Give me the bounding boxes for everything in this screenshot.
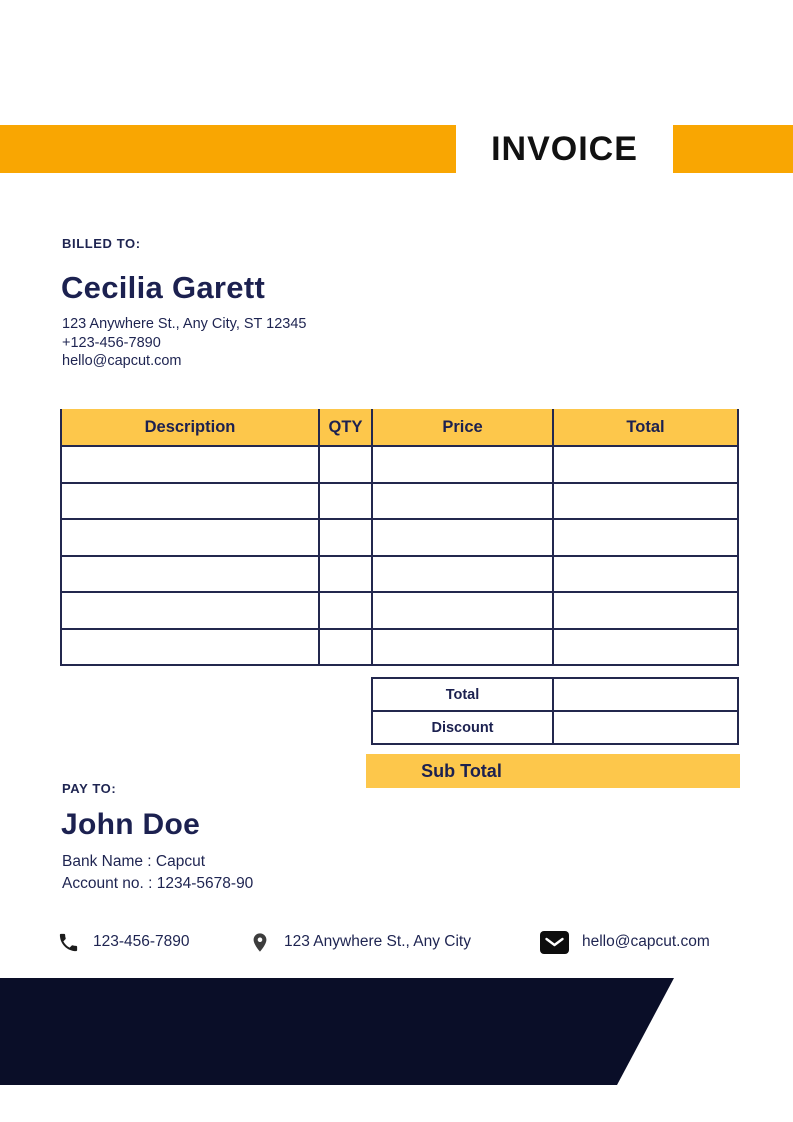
item-cell (60, 518, 320, 557)
pay-to-details: Bank Name : Capcut Account no. : 1234-56… (62, 851, 253, 895)
billed-to-address: 123 Anywhere St., Any City, ST 12345 (62, 316, 307, 332)
item-row (60, 445, 739, 484)
top-banner-right-bar (673, 125, 793, 173)
item-cell (60, 627, 320, 666)
item-cell (318, 554, 373, 593)
contact-email-group: hello@capcut.com (540, 928, 710, 956)
item-row (60, 627, 739, 666)
item-cell (318, 518, 373, 557)
col-header-price: Price (371, 409, 554, 447)
subtotal-bar: Sub Total (366, 754, 740, 788)
item-cell (318, 481, 373, 520)
col-header-description: Description (60, 409, 320, 447)
item-cell (371, 627, 554, 666)
item-cell (60, 554, 320, 593)
contact-address-text: 123 Anywhere St., Any City (284, 933, 471, 950)
discount-label: Discount (371, 710, 554, 745)
top-banner-left-bar (0, 125, 456, 173)
item-cell (318, 591, 373, 630)
pay-to-name: John Doe (61, 808, 201, 841)
item-cell (552, 554, 739, 593)
item-cell (552, 481, 739, 520)
item-cell (371, 591, 554, 630)
pay-to-bank: Bank Name : Capcut (62, 853, 206, 870)
item-cell (552, 518, 739, 557)
item-row (60, 518, 739, 557)
col-header-total: Total (552, 409, 739, 447)
items-table-header-row: Description QTY Price Total (60, 409, 739, 447)
total-value (552, 677, 739, 712)
envelope-icon (540, 930, 569, 954)
location-pin-icon (249, 930, 271, 955)
item-row (60, 481, 739, 520)
billed-to-label: BILLED TO: (62, 236, 141, 251)
billed-to-email: hello@capcut.com (62, 353, 182, 369)
item-row (60, 554, 739, 593)
item-cell (371, 481, 554, 520)
item-cell (371, 445, 554, 484)
contact-phone-text: 123-456-7890 (93, 933, 190, 950)
item-row (60, 591, 739, 630)
item-cell (60, 591, 320, 630)
bottom-slanted-bar (0, 978, 674, 1085)
phone-icon (57, 931, 80, 954)
item-cell (60, 481, 320, 520)
billed-to-details: 123 Anywhere St., Any City, ST 12345 +12… (62, 315, 307, 371)
item-cell (371, 554, 554, 593)
item-cell (552, 445, 739, 484)
pay-to-account: Account no. : 1234-5678-90 (62, 875, 254, 892)
billed-to-phone: +123-456-7890 (62, 334, 161, 351)
summary-discount-row: Discount (371, 710, 739, 745)
item-cell (318, 445, 373, 484)
item-cell (552, 591, 739, 630)
summary-total-row: Total (371, 677, 739, 712)
col-header-qty: QTY (318, 409, 373, 447)
item-cell (318, 627, 373, 666)
items-table: Description QTY Price Total (60, 409, 739, 666)
invoice-title: INVOICE (491, 129, 638, 168)
item-cell (371, 518, 554, 557)
pay-to-label: PAY TO: (62, 781, 117, 796)
item-cell (552, 627, 739, 666)
billed-to-name: Cecilia Garett (61, 270, 266, 305)
subtotal-label: Sub Total (421, 760, 502, 781)
discount-value (552, 710, 739, 745)
items-table-body (60, 445, 739, 666)
item-cell (60, 445, 320, 484)
total-label: Total (371, 677, 554, 712)
summary-table: Total Discount (371, 677, 739, 745)
contact-address-group: 123 Anywhere St., Any City (249, 928, 471, 956)
contact-phone-group: 123-456-7890 (57, 928, 190, 956)
contact-email-text: hello@capcut.com (582, 933, 710, 950)
